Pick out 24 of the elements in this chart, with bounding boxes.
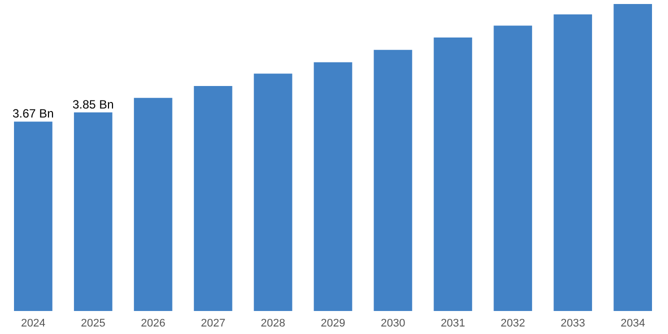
bar: [434, 38, 472, 311]
x-tick-label: 2032: [500, 318, 526, 330]
x-tick-label: 2031: [440, 318, 466, 330]
bar: [554, 14, 592, 311]
x-tick-label: 2028: [260, 318, 286, 330]
x-tick-label: 2034: [620, 318, 646, 330]
x-tick-label: 2025: [80, 318, 106, 330]
x-tick-label: 2024: [20, 318, 46, 330]
data-label: 3.67 Bn: [12, 106, 54, 121]
bar: [614, 4, 652, 311]
x-tick-label: 2029: [320, 318, 346, 330]
bar: [194, 86, 232, 311]
bar: [134, 98, 172, 311]
x-tick-label: 2030: [380, 318, 406, 330]
data-label: 3.85 Bn: [72, 97, 114, 112]
bar: [74, 112, 112, 311]
bar: [374, 50, 412, 311]
bar: [314, 62, 352, 311]
bar: [14, 122, 52, 311]
bar: [254, 74, 292, 311]
x-tick-label: 2033: [560, 318, 586, 330]
bar: [494, 26, 532, 311]
x-tick-label: 2027: [200, 318, 226, 330]
x-tick-label: 2026: [140, 318, 166, 330]
